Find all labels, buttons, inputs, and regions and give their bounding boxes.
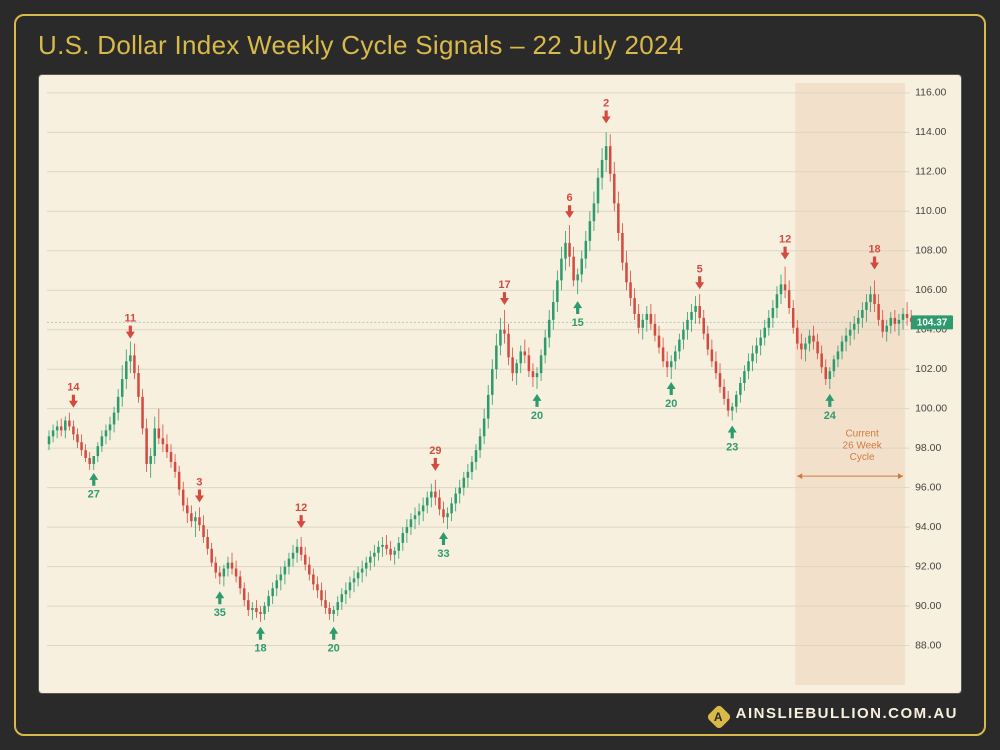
svg-text:108.00: 108.00 [915,246,947,257]
svg-text:100.00: 100.00 [915,403,947,414]
svg-text:35: 35 [214,607,226,619]
svg-text:102.00: 102.00 [915,364,947,375]
svg-text:88.00: 88.00 [915,640,941,651]
svg-text:12: 12 [779,234,791,246]
svg-text:26 Week: 26 Week [843,440,882,451]
footer-text: AINSLIEBULLION.COM.AU [736,705,958,722]
chart-title: U.S. Dollar Index Weekly Cycle Signals –… [38,30,684,61]
svg-text:17: 17 [498,279,510,291]
svg-text:11: 11 [125,313,137,325]
svg-text:98.00: 98.00 [915,443,941,454]
svg-text:Cycle: Cycle [850,452,875,463]
svg-text:5: 5 [697,263,703,275]
svg-text:12: 12 [295,502,307,514]
svg-text:110.00: 110.00 [915,206,946,217]
svg-text:6: 6 [566,192,572,204]
svg-text:96.00: 96.00 [915,482,941,493]
svg-text:18: 18 [868,244,880,256]
svg-text:92.00: 92.00 [915,561,941,572]
svg-text:27: 27 [88,489,100,501]
svg-text:29: 29 [429,445,441,457]
svg-text:2: 2 [603,97,609,109]
svg-text:106.00: 106.00 [915,285,947,296]
svg-text:14: 14 [67,382,80,394]
candlestick-chart: 88.00 90.00 92.00 94.00 96.00 98.00 100.00 102.… [38,74,962,694]
chart-frame: U.S. Dollar Index Weekly Cycle Signals –… [14,14,986,736]
svg-text:23: 23 [726,441,738,453]
svg-text:24: 24 [824,410,837,422]
svg-text:33: 33 [437,548,449,560]
svg-text:18: 18 [254,643,266,655]
svg-text:104.37: 104.37 [917,318,948,329]
svg-text:20: 20 [531,410,543,422]
svg-text:Current: Current [845,428,878,439]
svg-text:15: 15 [572,317,584,329]
brand-logo-icon [706,704,731,729]
svg-text:116.00: 116.00 [915,88,946,99]
svg-text:112.00: 112.00 [915,167,946,178]
chart-svg: 88.00 90.00 92.00 94.00 96.00 98.00 100.00 102.… [39,75,961,693]
svg-text:20: 20 [328,643,340,655]
svg-text:3: 3 [196,476,202,488]
svg-text:90.00: 90.00 [915,601,941,612]
svg-text:20: 20 [665,398,677,410]
svg-text:114.00: 114.00 [915,127,946,138]
footer-credit: AINSLIEBULLION.COM.AU [710,705,958,726]
svg-text:94.00: 94.00 [915,522,941,533]
page-root: U.S. Dollar Index Weekly Cycle Signals –… [0,0,1000,750]
